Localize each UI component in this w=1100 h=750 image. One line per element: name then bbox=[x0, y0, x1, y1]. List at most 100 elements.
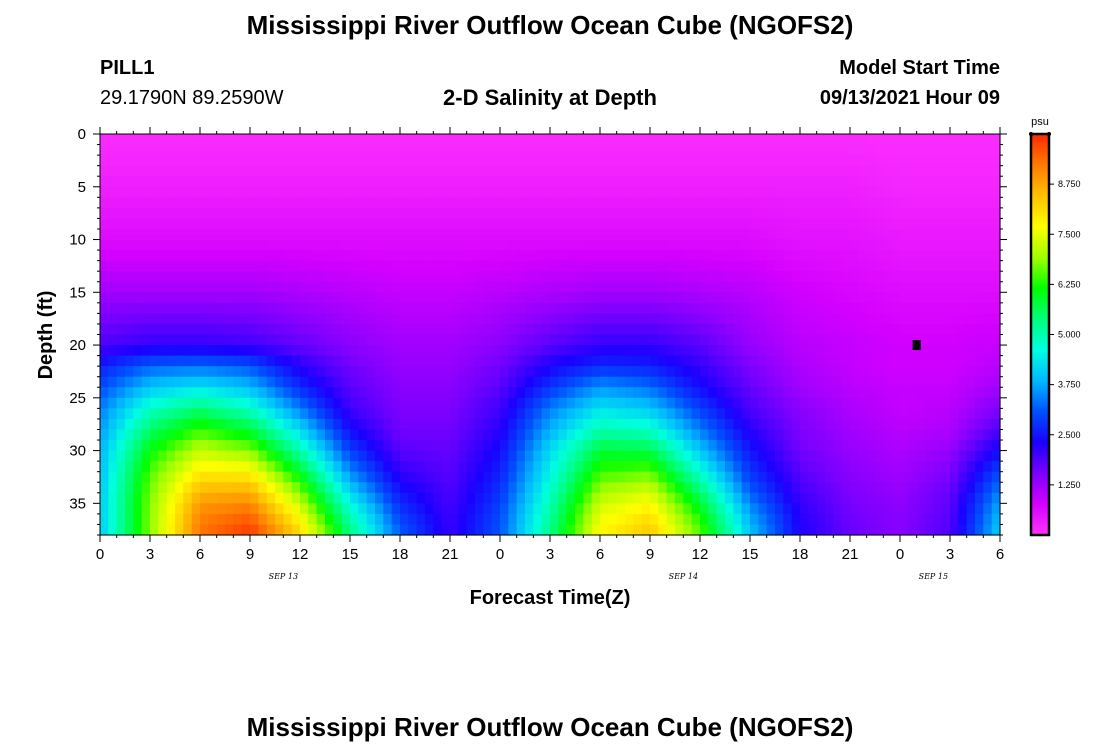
heatmap-cell bbox=[291, 482, 301, 494]
heatmap-cell bbox=[183, 302, 193, 314]
heatmap-cell bbox=[725, 345, 734, 357]
heatmap-cell bbox=[141, 429, 151, 441]
heatmap-cell bbox=[158, 260, 168, 272]
heatmap-cell bbox=[466, 271, 476, 283]
heatmap-cell bbox=[275, 228, 284, 241]
heatmap-cell bbox=[566, 334, 576, 346]
heatmap-cell bbox=[908, 355, 918, 367]
heatmap-cell bbox=[725, 144, 734, 156]
heatmap-cell bbox=[433, 513, 443, 526]
heatmap-cell bbox=[266, 176, 276, 188]
heatmap-cell bbox=[983, 440, 993, 452]
heatmap-cell bbox=[925, 292, 934, 304]
heatmap-cell bbox=[175, 366, 184, 378]
heatmap-cell bbox=[725, 387, 734, 399]
heatmap-cell bbox=[933, 408, 943, 420]
heatmap-cell bbox=[516, 197, 526, 209]
heatmap-cell bbox=[383, 418, 393, 431]
heatmap-cell bbox=[100, 228, 109, 241]
heatmap-cell bbox=[733, 271, 743, 283]
heatmap-cell bbox=[175, 355, 184, 367]
heatmap-cell bbox=[516, 281, 526, 293]
heatmap-cell bbox=[908, 176, 918, 188]
heatmap-cell bbox=[683, 207, 693, 220]
heatmap-cell bbox=[225, 228, 234, 241]
heatmap-cell bbox=[225, 440, 234, 452]
heatmap-cell bbox=[841, 345, 851, 357]
heatmap-cell bbox=[225, 345, 234, 357]
heatmap-cell bbox=[241, 165, 251, 177]
heatmap-cell bbox=[608, 513, 618, 526]
heatmap-cell bbox=[891, 461, 901, 473]
heatmap-cell bbox=[975, 492, 984, 504]
heatmap-cell bbox=[575, 397, 584, 409]
heatmap-cell bbox=[300, 302, 309, 314]
heatmap-cell bbox=[691, 376, 701, 388]
heatmap-cell bbox=[800, 207, 809, 220]
heatmap-cell bbox=[625, 376, 634, 388]
heatmap-cell bbox=[716, 429, 726, 441]
heatmap-cell bbox=[991, 387, 1001, 399]
heatmap-cell bbox=[133, 134, 143, 146]
heatmap-cell bbox=[216, 355, 226, 367]
heatmap-cell bbox=[900, 207, 909, 220]
heatmap-cell bbox=[191, 144, 201, 156]
heatmap-cell bbox=[408, 492, 418, 504]
heatmap-cell bbox=[875, 397, 884, 409]
heatmap-cell bbox=[450, 408, 459, 420]
heatmap-cell bbox=[450, 387, 459, 399]
heatmap-cell bbox=[200, 408, 209, 420]
heatmap-cell bbox=[183, 250, 193, 262]
heatmap-cell bbox=[491, 482, 501, 494]
heatmap-cell bbox=[566, 134, 576, 146]
heatmap-cell bbox=[566, 260, 576, 272]
heatmap-cell bbox=[275, 366, 284, 378]
heatmap-cell bbox=[691, 408, 701, 420]
heatmap-cell bbox=[600, 334, 609, 346]
heatmap-cell bbox=[466, 429, 476, 441]
heatmap-cell bbox=[825, 513, 834, 526]
heatmap-cell bbox=[466, 165, 476, 177]
heatmap-cell bbox=[308, 323, 318, 336]
heatmap-cell bbox=[616, 197, 626, 209]
y-tick-label: 0 bbox=[78, 126, 86, 143]
heatmap-cell bbox=[375, 197, 384, 209]
heatmap-cell bbox=[258, 376, 268, 388]
heatmap-cell bbox=[208, 165, 218, 177]
heatmap-cell bbox=[600, 461, 609, 473]
heatmap-cell bbox=[975, 366, 984, 378]
heatmap-cell bbox=[183, 144, 193, 156]
heatmap-cell bbox=[225, 197, 234, 209]
heatmap-cell bbox=[791, 260, 801, 272]
heatmap-cell bbox=[775, 471, 784, 483]
heatmap-cell bbox=[183, 450, 193, 462]
heatmap-cell bbox=[833, 408, 843, 420]
heatmap-cell bbox=[333, 155, 343, 167]
heatmap-cell bbox=[666, 302, 676, 314]
heatmap-cell bbox=[166, 292, 176, 304]
heatmap-cell bbox=[708, 461, 718, 473]
heatmap-cell bbox=[716, 408, 726, 420]
heatmap-cell bbox=[266, 250, 276, 262]
heatmap-cell bbox=[458, 387, 468, 399]
heatmap-cell bbox=[250, 144, 259, 156]
heatmap-cell bbox=[258, 134, 268, 146]
heatmap-cell bbox=[641, 376, 651, 388]
heatmap-cell bbox=[908, 503, 918, 515]
heatmap-cell bbox=[400, 176, 409, 188]
heatmap-cell bbox=[425, 366, 434, 378]
heatmap-cell bbox=[300, 292, 309, 304]
colorbar-end-dot bbox=[1047, 132, 1051, 136]
heatmap-cell bbox=[991, 450, 1001, 462]
heatmap-cell bbox=[491, 440, 501, 452]
heatmap-cell bbox=[608, 387, 618, 399]
heatmap-cell bbox=[958, 186, 968, 198]
heatmap-cell bbox=[483, 492, 493, 504]
heatmap-cell bbox=[641, 387, 651, 399]
heatmap-cell bbox=[266, 513, 276, 526]
x-tick-label: 6 bbox=[596, 546, 604, 563]
heatmap-cell bbox=[325, 503, 334, 515]
heatmap-cell bbox=[975, 461, 984, 473]
heatmap-cell bbox=[258, 281, 268, 293]
heatmap-cell bbox=[216, 429, 226, 441]
